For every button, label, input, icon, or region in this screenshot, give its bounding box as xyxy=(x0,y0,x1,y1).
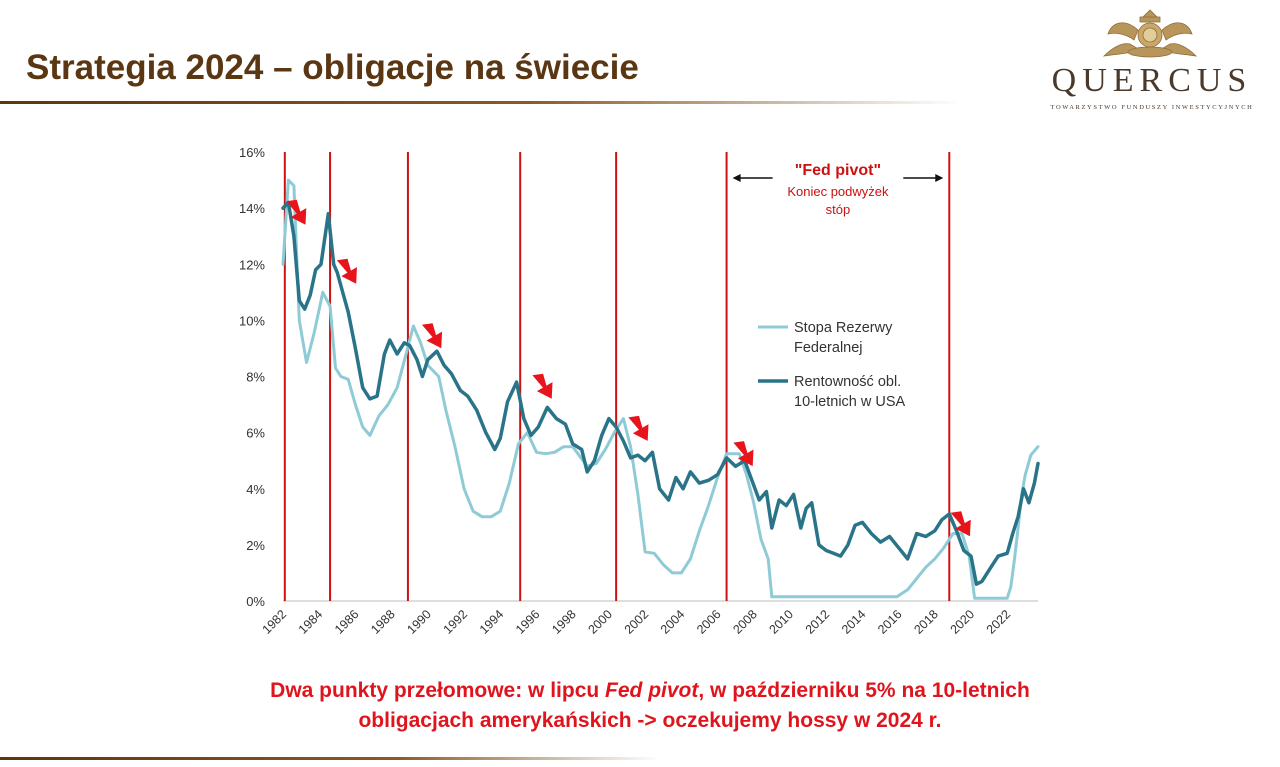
x-tick-label: 2008 xyxy=(730,607,760,637)
down-arrow-icon xyxy=(733,441,754,467)
legend-label-line-2: 10-letnich w USA xyxy=(794,394,906,410)
x-tick-label: 2020 xyxy=(948,607,978,637)
down-arrow-icon xyxy=(628,415,649,441)
x-tick-label: 1984 xyxy=(296,607,326,637)
annotation-line-2: stóp xyxy=(826,202,851,217)
y-tick-label: 6% xyxy=(246,426,265,441)
y-tick-label: 4% xyxy=(246,482,265,497)
x-tick-label: 2016 xyxy=(875,607,905,637)
annotation-arrowhead-right xyxy=(935,174,944,182)
caption-line-1: Dwa punkty przełomowe: w lipcu Fed pivot… xyxy=(100,676,1200,706)
down-arrow-icon xyxy=(336,258,357,284)
x-tick-label: 1990 xyxy=(404,607,434,637)
y-tick-label: 2% xyxy=(246,538,265,553)
down-arrow-icon xyxy=(950,511,971,537)
legend-label-line-1: Stopa Rezerwy xyxy=(794,320,893,336)
x-tick-label: 1996 xyxy=(513,607,543,637)
x-tick-label: 2022 xyxy=(984,607,1014,637)
caption-line-1-start: Dwa punkty przełomowe: w lipcu xyxy=(270,679,606,702)
x-tick-label: 1986 xyxy=(332,607,362,637)
down-arrow-icon xyxy=(286,199,307,225)
annotation-line-1: Koniec podwyżek xyxy=(787,184,889,199)
x-tick-label: 1998 xyxy=(549,607,579,637)
rates-chart: 0%2%4%6%8%10%12%14%16%1982 1984 1986 1988 19… xyxy=(239,145,1040,637)
y-tick-label: 0% xyxy=(246,594,265,609)
legend-label-line-2: Federalnej xyxy=(794,340,863,356)
x-tick-label: 2018 xyxy=(911,607,941,637)
x-tick-label: 1982 xyxy=(260,607,290,637)
logo-wordmark: QUERCUS xyxy=(1051,62,1253,99)
y-tick-label: 14% xyxy=(239,201,265,216)
title-divider xyxy=(0,101,960,104)
x-tick-label: 1994 xyxy=(477,607,507,637)
logo-subtitle: TOWARZYSTWO FUNDUSZY INWESTYCYJNYCH xyxy=(1050,104,1254,111)
x-tick-label: 2002 xyxy=(622,607,652,637)
quercus-logo: QUERCUS TOWARZYSTWO FUNDUSZY INWESTYCYJN… xyxy=(1030,0,1270,120)
down-arrow-icon xyxy=(421,323,443,349)
caption-emphasis: Fed pivot xyxy=(605,679,699,702)
fed-rate-line xyxy=(281,178,1040,600)
down-arrow-icon xyxy=(532,373,553,399)
y-tick-label: 8% xyxy=(246,370,265,385)
x-tick-label: 2012 xyxy=(803,607,833,637)
y-tick-label: 12% xyxy=(239,257,265,272)
crown-crest-icon xyxy=(1102,9,1198,58)
x-tick-label: 2000 xyxy=(585,607,615,637)
annotation-title: "Fed pivot" xyxy=(795,162,881,179)
bottom-divider xyxy=(0,757,660,760)
caption-line-1-end: , w październiku 5% na 10-letnich xyxy=(698,679,1030,702)
x-tick-label: 2014 xyxy=(839,607,869,637)
x-tick-label: 1988 xyxy=(368,607,398,637)
y-tick-label: 10% xyxy=(239,313,265,328)
caption-line-2: obligacjach amerykańskich -> oczekujemy … xyxy=(358,709,942,732)
yield-10y-line xyxy=(281,200,1040,586)
slide-caption: Dwa punkty przełomowe: w lipcu Fed pivot… xyxy=(100,676,1200,736)
slide-title: Strategia 2024 – obligacje na świecie xyxy=(26,48,639,87)
annotation-arrowhead-left xyxy=(732,174,741,182)
x-tick-label: 2006 xyxy=(694,607,724,637)
legend-label-line-1: Rentowność obl. xyxy=(794,374,901,390)
x-tick-label: 1992 xyxy=(441,607,471,637)
y-tick-label: 16% xyxy=(239,145,265,160)
x-tick-label: 2010 xyxy=(767,607,797,637)
x-tick-label: 2004 xyxy=(658,607,688,637)
